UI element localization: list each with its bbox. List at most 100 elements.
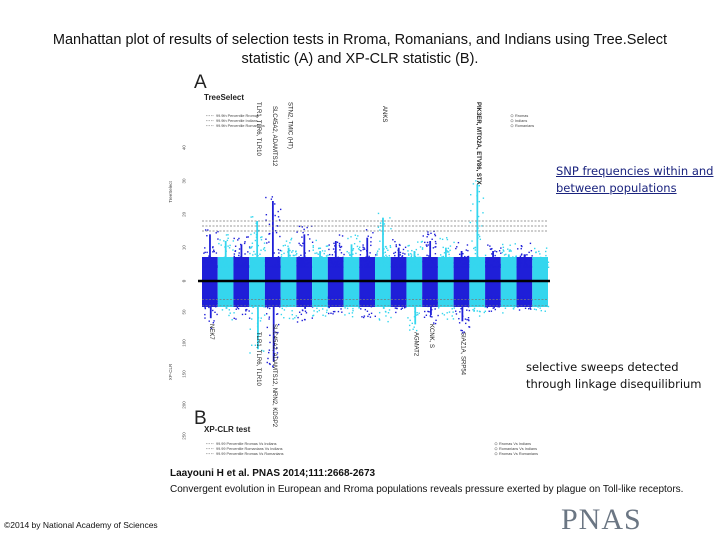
point-xpclr (349, 301, 351, 304)
point-xpclr (212, 309, 214, 312)
point-treeselect (265, 214, 268, 216)
point-treeselect (513, 261, 515, 263)
point-treeselect (470, 257, 473, 259)
point-xpclr (428, 297, 431, 299)
slide-title: Manhattan plot of results of selection t… (52, 32, 668, 67)
point-treeselect (534, 261, 536, 264)
point-treeselect (302, 258, 304, 261)
point-xpclr (458, 296, 460, 299)
point-treeselect (289, 242, 291, 244)
point-xpclr (376, 300, 379, 302)
point-treeselect (452, 266, 454, 268)
point-treeselect (365, 229, 368, 231)
point-treeselect (443, 252, 446, 254)
peak-treeselect (271, 201, 274, 257)
point-treeselect (446, 238, 449, 241)
point-xpclr (294, 317, 296, 319)
point-treeselect (279, 235, 281, 238)
point-xpclr (436, 302, 439, 304)
point-treeselect (307, 262, 310, 264)
point-treeselect (387, 263, 390, 266)
point-treeselect (473, 257, 476, 259)
peak-treeselect (444, 247, 447, 257)
point-xpclr (250, 302, 252, 304)
point-treeselect (219, 239, 221, 241)
point-treeselect (424, 241, 426, 244)
point-treeselect (301, 266, 304, 268)
point-xpclr (270, 296, 272, 299)
point-treeselect (308, 250, 311, 252)
panel-b-gene-label: SIAZ1A, SRP54 (460, 332, 466, 376)
point-treeselect (458, 253, 461, 256)
point-treeselect (226, 239, 229, 242)
point-xpclr (293, 296, 296, 298)
point-treeselect (251, 264, 254, 266)
point-treeselect (385, 257, 387, 259)
point-treeselect (455, 260, 458, 262)
point-treeselect (389, 261, 391, 264)
chromosome-19-points (485, 244, 503, 312)
point-treeselect (533, 259, 535, 262)
point-treeselect (352, 262, 355, 265)
point-treeselect (366, 266, 368, 268)
point-treeselect (515, 263, 517, 265)
chromosome-3-points (233, 236, 251, 320)
point-xpclr (395, 307, 398, 309)
point-xpclr (235, 318, 237, 320)
peak-treeselect (507, 254, 510, 257)
point-treeselect (355, 237, 358, 240)
panel-b-y-tick-label: 250 (182, 432, 187, 440)
point-xpclr (276, 356, 279, 358)
point-treeselect (434, 234, 437, 237)
point-treeselect (426, 241, 429, 244)
point-xpclr (219, 296, 222, 299)
point-xpclr (499, 300, 501, 302)
point-xpclr (259, 320, 262, 322)
chromosome-22-bulk-lower (532, 281, 548, 307)
point-xpclr (269, 307, 271, 310)
legend-marker (510, 124, 514, 128)
point-treeselect (516, 258, 519, 260)
point-xpclr (356, 304, 359, 307)
point-treeselect (319, 247, 322, 249)
point-treeselect (274, 203, 276, 205)
point-xpclr (367, 300, 370, 302)
point-xpclr (401, 307, 404, 309)
point-xpclr (425, 299, 427, 301)
point-treeselect (351, 262, 354, 265)
point-treeselect (362, 248, 364, 251)
point-treeselect (300, 254, 302, 257)
point-xpclr (379, 298, 382, 301)
point-xpclr (208, 301, 211, 303)
point-treeselect (358, 249, 361, 251)
point-xpclr (310, 296, 313, 299)
point-xpclr (218, 303, 221, 305)
point-treeselect (301, 262, 303, 264)
point-treeselect (485, 261, 487, 263)
point-xpclr (480, 301, 482, 303)
point-treeselect (279, 249, 282, 252)
point-treeselect (417, 256, 419, 259)
point-xpclr (326, 298, 329, 300)
annotation-snp-frequencies[interactable]: SNP frequencies within and between popul… (556, 164, 714, 195)
point-xpclr (222, 299, 224, 302)
panel-b-gene-label: TLR1, TLR6, TLR10 (255, 332, 261, 386)
point-treeselect (418, 260, 421, 262)
point-xpclr (225, 299, 228, 301)
point-treeselect (431, 261, 433, 263)
point-xpclr (221, 296, 224, 299)
point-treeselect (249, 247, 251, 249)
point-treeselect (430, 232, 432, 235)
point-treeselect (382, 262, 385, 265)
point-treeselect (265, 196, 267, 199)
point-treeselect (509, 244, 511, 246)
point-xpclr (334, 296, 337, 298)
point-xpclr (382, 297, 385, 299)
point-xpclr (304, 310, 307, 312)
point-treeselect (215, 265, 218, 267)
point-xpclr (416, 301, 418, 304)
point-treeselect (255, 262, 257, 265)
point-treeselect (247, 236, 249, 238)
point-xpclr (346, 307, 349, 310)
point-treeselect (401, 263, 404, 265)
